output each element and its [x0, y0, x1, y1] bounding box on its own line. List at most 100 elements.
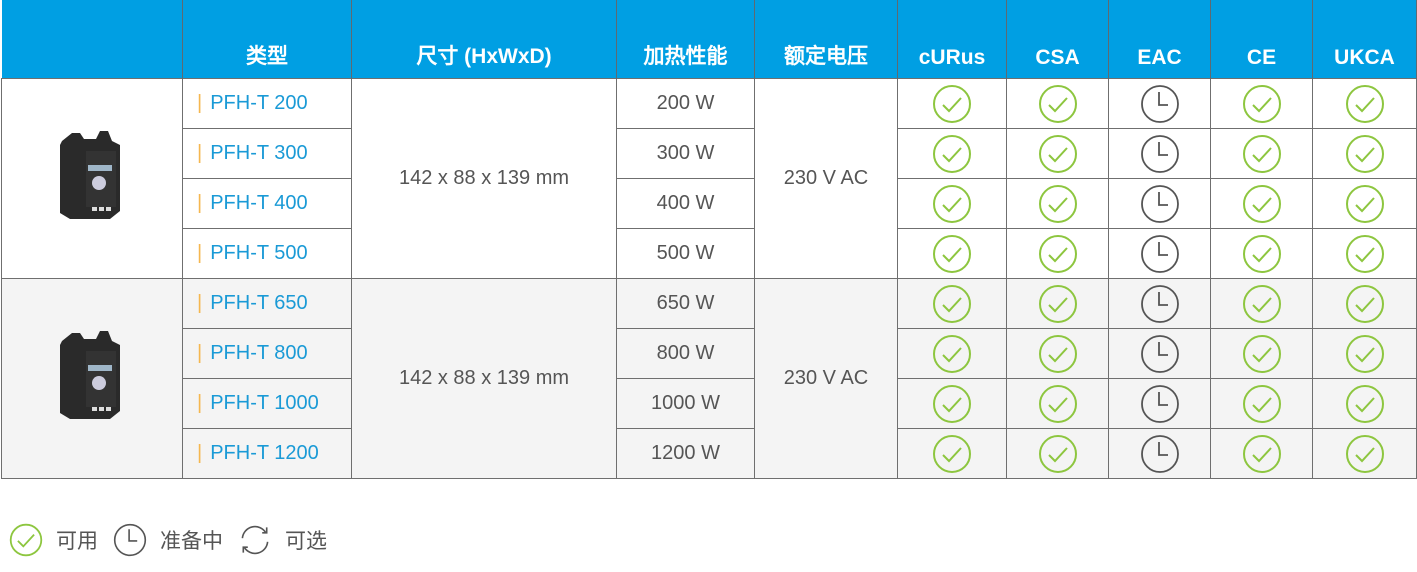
- model-link[interactable]: | PFH-T 200: [182, 78, 352, 129]
- cert-curus-cell: [897, 428, 1007, 479]
- clock-icon: [1140, 134, 1179, 173]
- model-name[interactable]: PFH-T 800: [210, 342, 308, 364]
- model-name[interactable]: PFH-T 400: [210, 192, 308, 214]
- check-circle-icon: [1242, 234, 1281, 273]
- model-link[interactable]: | PFH-T 300: [182, 128, 352, 179]
- accent-bar: |: [197, 292, 203, 314]
- table-row: | PFH-T 200 142 x 88 x 139 mm 200 W 230 V AC: [1, 78, 1417, 279]
- clock-icon: [1140, 234, 1179, 273]
- column-header-6: CSA: [1006, 0, 1109, 79]
- check-circle-icon: [1038, 134, 1077, 173]
- power-cell: 500 W: [616, 228, 755, 279]
- check-circle-icon: [1345, 334, 1384, 373]
- product-image-cell: [1, 78, 183, 279]
- clock-icon: [1140, 384, 1179, 423]
- cert-curus-cell: [897, 78, 1007, 129]
- clock-icon: [1140, 284, 1179, 323]
- cert-ukca-cell: [1312, 378, 1417, 429]
- table-row: | PFH-T 500 500 W: [2, 228, 1417, 279]
- column-header-2: 尺寸 (HxWxD): [351, 0, 617, 79]
- check-circle-icon: [1242, 84, 1281, 123]
- check-circle-icon: [933, 284, 971, 323]
- power-cell: 1000 W: [616, 378, 755, 429]
- check-circle-icon: [1242, 384, 1281, 423]
- column-header-8: CE: [1210, 0, 1313, 79]
- column-header-0: [1, 0, 183, 79]
- check-circle-icon: [1242, 434, 1281, 473]
- model-link[interactable]: | PFH-T 500: [182, 228, 352, 279]
- check-circle-icon: [1242, 334, 1281, 373]
- dimensions-cell: 142 x 88 x 139 mm: [351, 278, 617, 479]
- table-row: | PFH-T 400 400 W: [2, 178, 1417, 229]
- model-link[interactable]: | PFH-T 800: [182, 328, 352, 379]
- check-circle-icon: [1038, 84, 1077, 123]
- check-circle-icon: [933, 184, 971, 223]
- cert-curus-cell: [897, 278, 1007, 329]
- cert-ukca-cell: [1312, 178, 1417, 229]
- model-name[interactable]: PFH-T 650: [210, 292, 308, 314]
- model-name[interactable]: PFH-T 1200: [210, 442, 319, 464]
- cert-ukca-cell: [1312, 428, 1417, 479]
- power-cell: 1200 W: [616, 428, 755, 479]
- model-link[interactable]: | PFH-T 1000: [182, 378, 352, 429]
- accent-bar: |: [197, 392, 203, 414]
- power-cell: 400 W: [616, 178, 755, 229]
- clock-icon: [113, 523, 147, 557]
- cert-ce-cell: [1210, 278, 1313, 329]
- column-header-5: cURus: [897, 0, 1007, 79]
- check-circle-icon: [1038, 184, 1077, 223]
- cert-ukca-cell: [1312, 328, 1417, 379]
- check-circle-icon: [933, 234, 971, 273]
- cert-eac-cell: [1108, 428, 1211, 479]
- cert-ukca-cell: [1312, 228, 1417, 279]
- check-circle-icon: [1345, 384, 1384, 423]
- model-name[interactable]: PFH-T 500: [210, 242, 308, 264]
- cert-ce-cell: [1210, 78, 1313, 129]
- model-link[interactable]: | PFH-T 1200: [182, 428, 352, 479]
- table-row: | PFH-T 800 800 W: [2, 328, 1417, 379]
- model-link[interactable]: | PFH-T 650: [182, 278, 352, 329]
- model-name[interactable]: PFH-T 200: [210, 92, 308, 114]
- check-circle-icon: [1345, 134, 1384, 173]
- legend-optional: 可选: [285, 530, 327, 553]
- cert-ukca-cell: [1312, 278, 1417, 329]
- cert-eac-cell: [1108, 228, 1211, 279]
- clock-icon: [1140, 184, 1179, 223]
- column-header-7: EAC: [1108, 0, 1211, 79]
- check-circle-icon: [1038, 284, 1077, 323]
- column-header-1: 类型: [182, 0, 352, 79]
- cert-eac-cell: [1108, 178, 1211, 229]
- cert-curus-cell: [897, 328, 1007, 379]
- cert-eac-cell: [1108, 328, 1211, 379]
- table-row: | PFH-T 1200 1200 W: [2, 428, 1417, 479]
- cert-ce-cell: [1210, 428, 1313, 479]
- cert-ce-cell: [1210, 128, 1313, 179]
- dimensions-cell: 142 x 88 x 139 mm: [351, 78, 617, 279]
- accent-bar: |: [197, 142, 203, 164]
- cert-csa-cell: [1006, 328, 1109, 379]
- accent-bar: |: [197, 192, 203, 214]
- cert-csa-cell: [1006, 228, 1109, 279]
- model-name[interactable]: PFH-T 1000: [210, 392, 319, 414]
- cert-ce-cell: [1210, 228, 1313, 279]
- cert-eac-cell: [1108, 278, 1211, 329]
- check-circle-icon: [933, 84, 971, 123]
- cert-eac-cell: [1108, 378, 1211, 429]
- heater-product-image: [60, 330, 120, 419]
- check-circle-icon: [1345, 284, 1384, 323]
- table-row: | PFH-T 300 300 W: [2, 128, 1417, 179]
- cert-csa-cell: [1006, 378, 1109, 429]
- check-circle-icon: [9, 523, 43, 557]
- cert-ce-cell: [1210, 378, 1313, 429]
- model-name[interactable]: PFH-T 300: [210, 142, 308, 164]
- cert-csa-cell: [1006, 428, 1109, 479]
- cert-eac-cell: [1108, 78, 1211, 129]
- cert-ukca-cell: [1312, 128, 1417, 179]
- model-link[interactable]: | PFH-T 400: [182, 178, 352, 229]
- check-circle-icon: [1038, 384, 1077, 423]
- accent-bar: |: [197, 442, 203, 464]
- check-circle-icon: [1242, 284, 1281, 323]
- cert-csa-cell: [1006, 78, 1109, 129]
- cert-curus-cell: [897, 378, 1007, 429]
- power-cell: 200 W: [616, 78, 755, 129]
